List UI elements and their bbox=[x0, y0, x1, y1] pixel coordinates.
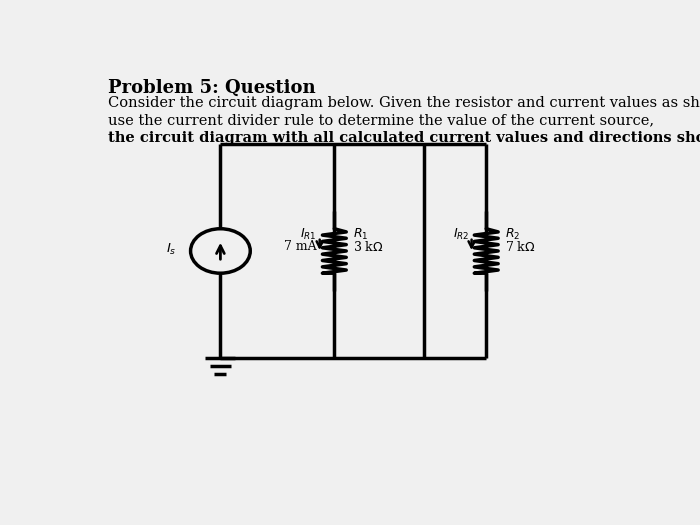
Text: 7 mA: 7 mA bbox=[284, 240, 317, 254]
Text: the circuit diagram with all calculated current values and directions shown.: the circuit diagram with all calculated … bbox=[108, 131, 700, 145]
Text: 3 k$\Omega$: 3 k$\Omega$ bbox=[353, 240, 384, 254]
Text: 7 k$\Omega$: 7 k$\Omega$ bbox=[505, 240, 536, 254]
Text: $I_{R2}$: $I_{R2}$ bbox=[452, 226, 469, 242]
Text: $R_2$: $R_2$ bbox=[505, 226, 520, 242]
Text: $R_1$: $R_1$ bbox=[353, 226, 368, 242]
Text: $I_{R1}$: $I_{R1}$ bbox=[300, 226, 317, 242]
Text: use the current divider rule to determine the value of the current source,: use the current divider rule to determin… bbox=[108, 113, 659, 128]
Text: Problem 5: Question: Problem 5: Question bbox=[108, 78, 316, 97]
Text: Consider the circuit diagram below. Given the resistor and current values as sho: Consider the circuit diagram below. Give… bbox=[108, 96, 700, 110]
Text: $I_s$: $I_s$ bbox=[167, 242, 177, 257]
